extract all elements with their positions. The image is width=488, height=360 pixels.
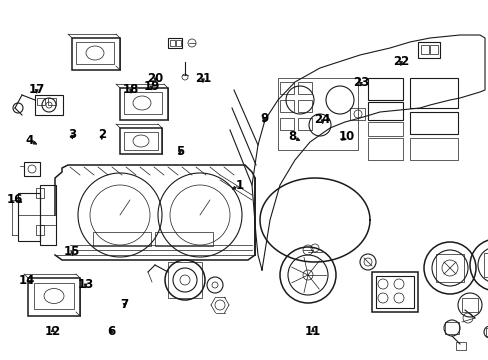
Bar [35, 95, 63, 115]
Text: 24: 24 [314, 113, 330, 126]
Bar [280, 100, 293, 112]
Text: 20: 20 [147, 72, 163, 85]
Text: 6: 6 [107, 325, 115, 338]
Bar [36, 225, 44, 235]
Bar [485, 328, 488, 336]
Bar [48, 98, 56, 105]
Bar [367, 122, 402, 136]
Bar [280, 82, 293, 94]
Bar [455, 342, 465, 350]
Bar [367, 138, 402, 160]
Bar [444, 322, 458, 334]
Bar [280, 118, 293, 130]
Bar [28, 278, 80, 316]
Text: 17: 17 [28, 83, 45, 96]
Bar [367, 78, 402, 100]
Bar [483, 253, 488, 277]
Text: 10: 10 [338, 130, 355, 143]
Bar [420, 45, 428, 54]
Text: 2: 2 [98, 129, 105, 141]
Bar [371, 272, 417, 312]
Bar [93, 232, 151, 246]
Text: 11: 11 [304, 325, 321, 338]
Bar [429, 45, 437, 54]
Text: 3: 3 [68, 129, 76, 141]
Text: 23: 23 [352, 76, 368, 89]
Bar [18, 193, 40, 241]
Text: 19: 19 [143, 80, 160, 93]
Bar [409, 78, 457, 108]
Bar [120, 88, 168, 120]
Bar [375, 276, 413, 308]
Text: 14: 14 [19, 274, 35, 287]
Text: 12: 12 [44, 325, 61, 338]
Bar [120, 128, 162, 154]
Bar [297, 82, 311, 94]
Text: 22: 22 [392, 55, 408, 68]
Bar [36, 188, 44, 198]
Bar [170, 40, 175, 46]
Text: 8: 8 [288, 130, 296, 143]
Bar [297, 118, 311, 130]
Bar [72, 38, 120, 70]
Bar [168, 38, 182, 48]
Text: 9: 9 [260, 112, 267, 125]
Bar [124, 92, 162, 114]
Bar [24, 162, 40, 176]
Bar [435, 254, 463, 282]
Text: 7: 7 [121, 298, 128, 311]
Text: 1: 1 [235, 179, 243, 192]
Bar [367, 102, 402, 120]
Bar [40, 185, 56, 245]
Text: 16: 16 [6, 193, 23, 206]
Text: 21: 21 [194, 72, 211, 85]
Text: 15: 15 [64, 246, 81, 258]
Bar [409, 138, 457, 160]
Bar [417, 42, 439, 58]
Bar [34, 283, 74, 309]
Text: 18: 18 [122, 83, 139, 96]
Bar [168, 262, 202, 298]
Bar [155, 232, 213, 246]
Bar [37, 98, 45, 105]
Bar [278, 78, 357, 150]
Bar [176, 40, 181, 46]
Bar [76, 42, 114, 64]
Text: 13: 13 [77, 278, 94, 291]
Bar [297, 100, 311, 112]
Bar [461, 298, 477, 312]
Bar [409, 112, 457, 134]
Text: 5: 5 [176, 145, 183, 158]
Bar [349, 108, 364, 120]
Text: 4: 4 [25, 134, 33, 147]
Bar [124, 132, 158, 150]
